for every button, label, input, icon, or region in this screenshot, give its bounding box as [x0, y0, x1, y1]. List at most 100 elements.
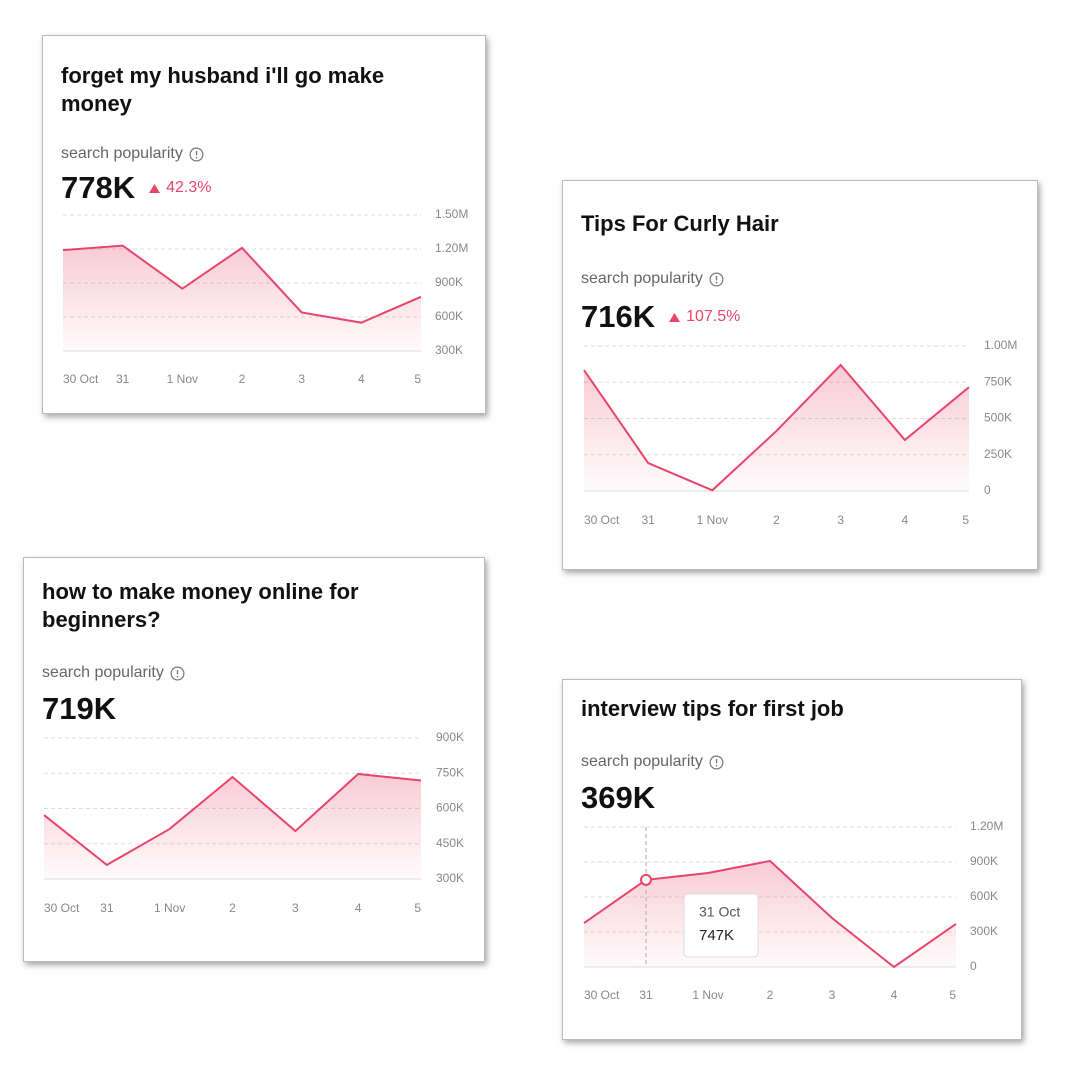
y-tick-label: 0 — [970, 959, 977, 973]
x-tick-label: 2 — [773, 513, 780, 527]
headline-value: 369K — [581, 780, 656, 815]
icon-dot — [715, 764, 718, 767]
x-tick-label: 4 — [355, 901, 362, 915]
icon-dot — [715, 281, 718, 284]
x-tick-label: 1 Nov — [697, 513, 728, 527]
tooltip-date: 31 Oct — [699, 904, 740, 920]
y-tick-label: 900K — [436, 730, 464, 744]
change-value: 42.3% — [166, 179, 212, 196]
y-tick-label: 0 — [984, 483, 991, 497]
headline-row: 369K — [581, 780, 655, 816]
headline-value: 716K — [581, 299, 656, 334]
tooltip-box — [683, 893, 759, 958]
x-tick-label: 1 Nov — [154, 901, 185, 915]
y-tick-label: 1.20M — [970, 819, 1003, 833]
icon-ring — [709, 755, 724, 769]
x-tick-label: 2 — [229, 901, 236, 915]
x-tick-label: 5 — [414, 901, 421, 915]
area-fill — [63, 245, 421, 351]
x-tick-label: 4 — [891, 988, 898, 1002]
headline-row: 716K 107.5% — [581, 299, 740, 335]
arrow-shape — [149, 183, 161, 193]
change-value: 107.5% — [686, 308, 741, 325]
x-tick-label: 30 Oct — [44, 901, 80, 915]
headline-row: 778K 42.3% — [61, 170, 211, 206]
change: 107.5% — [669, 299, 740, 335]
subtitle-row: search popularity — [42, 663, 185, 683]
icon-ring — [189, 147, 204, 161]
x-tick-label: 4 — [901, 513, 908, 527]
chart: 300K 450K 600K 750K 900K 30 Oct 31 1 Nov 2 3 4 5 — [43, 730, 464, 915]
y-tick-label: 1.20M — [435, 241, 468, 255]
info-icon — [709, 755, 724, 769]
y-tick-label: 750K — [984, 374, 1012, 388]
line — [583, 363, 970, 492]
card: 0 300K 600K 900K 1.20M 30 Oct 31 1 Nov 2 3 4 5 31 Oc… — [562, 679, 1022, 1040]
card-title: Tips For Curly Hair — [581, 211, 779, 236]
y-tick-label: 300K — [970, 924, 998, 938]
line — [43, 772, 422, 867]
x-tick-label: 2 — [239, 372, 246, 386]
y-tick-label: 300K — [435, 343, 463, 357]
subtitle-row: search popularity — [581, 752, 724, 772]
info-icon — [709, 272, 724, 286]
card: 300K 600K 900K 1.20M 1.50M 30 Oct 31 1 Nov 2 3 4 5 f… — [42, 35, 486, 414]
x-tick-label: 5 — [962, 513, 969, 527]
x-tick-label: 3 — [292, 901, 299, 915]
x-tick-label: 1 Nov — [692, 988, 723, 1002]
y-tick-label: 500K — [984, 411, 1012, 425]
headline-row: 719K — [42, 691, 116, 727]
change: 42.3% — [149, 170, 211, 206]
y-tick-label: 900K — [970, 854, 998, 868]
y-tick-label: 600K — [436, 801, 464, 815]
x-tick-label: 2 — [767, 988, 774, 1002]
x-tick-label: 30 Oct — [584, 513, 620, 527]
tooltip-value: 747K — [699, 927, 734, 944]
y-tick-label: 900K — [435, 275, 463, 289]
card-title: interview tips for first job — [581, 696, 844, 721]
chart: 0 250K 500K 750K 1.00M 30 Oct 31 1 Nov 2 3 4 5 — [583, 338, 1017, 527]
x-tick-label: 5 — [414, 372, 421, 386]
y-tick-label: 1.00M — [984, 338, 1017, 352]
x-tick-label: 31 — [639, 988, 653, 1002]
y-tick-label: 600K — [970, 889, 998, 903]
subtitle-row: search popularity — [581, 269, 724, 289]
up-arrow — [669, 312, 681, 322]
area-fill — [584, 860, 956, 967]
x-tick-label: 4 — [358, 372, 365, 386]
y-tick-label: 750K — [436, 765, 464, 779]
card-title: forget my husband i'll go make money — [61, 63, 385, 116]
x-tick-label: 3 — [837, 513, 844, 527]
subtitle: search popularity — [42, 664, 164, 681]
card: 0 250K 500K 750K 1.00M 30 Oct 31 1 Nov 2 3 4 5 Tips … — [562, 180, 1038, 570]
chart: 300K 600K 900K 1.20M 1.50M 30 Oct 31 1 Nov 2 3 4 5 — [62, 207, 468, 386]
x-tick-label: 31 — [641, 513, 655, 527]
y-tick-label: 450K — [436, 836, 464, 850]
hover-point — [640, 873, 652, 886]
info-icon — [170, 666, 185, 680]
subtitle: search popularity — [61, 145, 183, 162]
icon-dot — [176, 675, 179, 678]
icon-dot — [195, 156, 198, 159]
headline-value: 778K — [61, 170, 136, 205]
x-tick-label: 30 Oct — [584, 988, 620, 1002]
line — [62, 244, 422, 324]
x-tick-label: 3 — [298, 372, 305, 386]
subtitle-row: search popularity — [61, 144, 204, 164]
area-fill — [44, 773, 421, 879]
x-tick-label: 31 — [100, 901, 114, 915]
y-tick-label: 250K — [984, 447, 1012, 461]
area-fill — [584, 364, 969, 491]
info-icon — [189, 147, 204, 161]
x-tick-label: 5 — [949, 988, 956, 1002]
icon-ring — [709, 272, 724, 286]
y-tick-label: 1.50M — [435, 207, 468, 221]
icon-ring — [170, 666, 185, 680]
subtitle: search popularity — [581, 270, 703, 287]
card-title: how to make money online for beginners? — [42, 579, 359, 632]
x-tick-label: 3 — [829, 988, 836, 1002]
y-tick-label: 300K — [436, 871, 464, 885]
chart: 0 300K 600K 900K 1.20M 30 Oct 31 1 Nov 2 3 4 5 31 Oc… — [583, 819, 1003, 1002]
subtitle: search popularity — [581, 753, 703, 770]
